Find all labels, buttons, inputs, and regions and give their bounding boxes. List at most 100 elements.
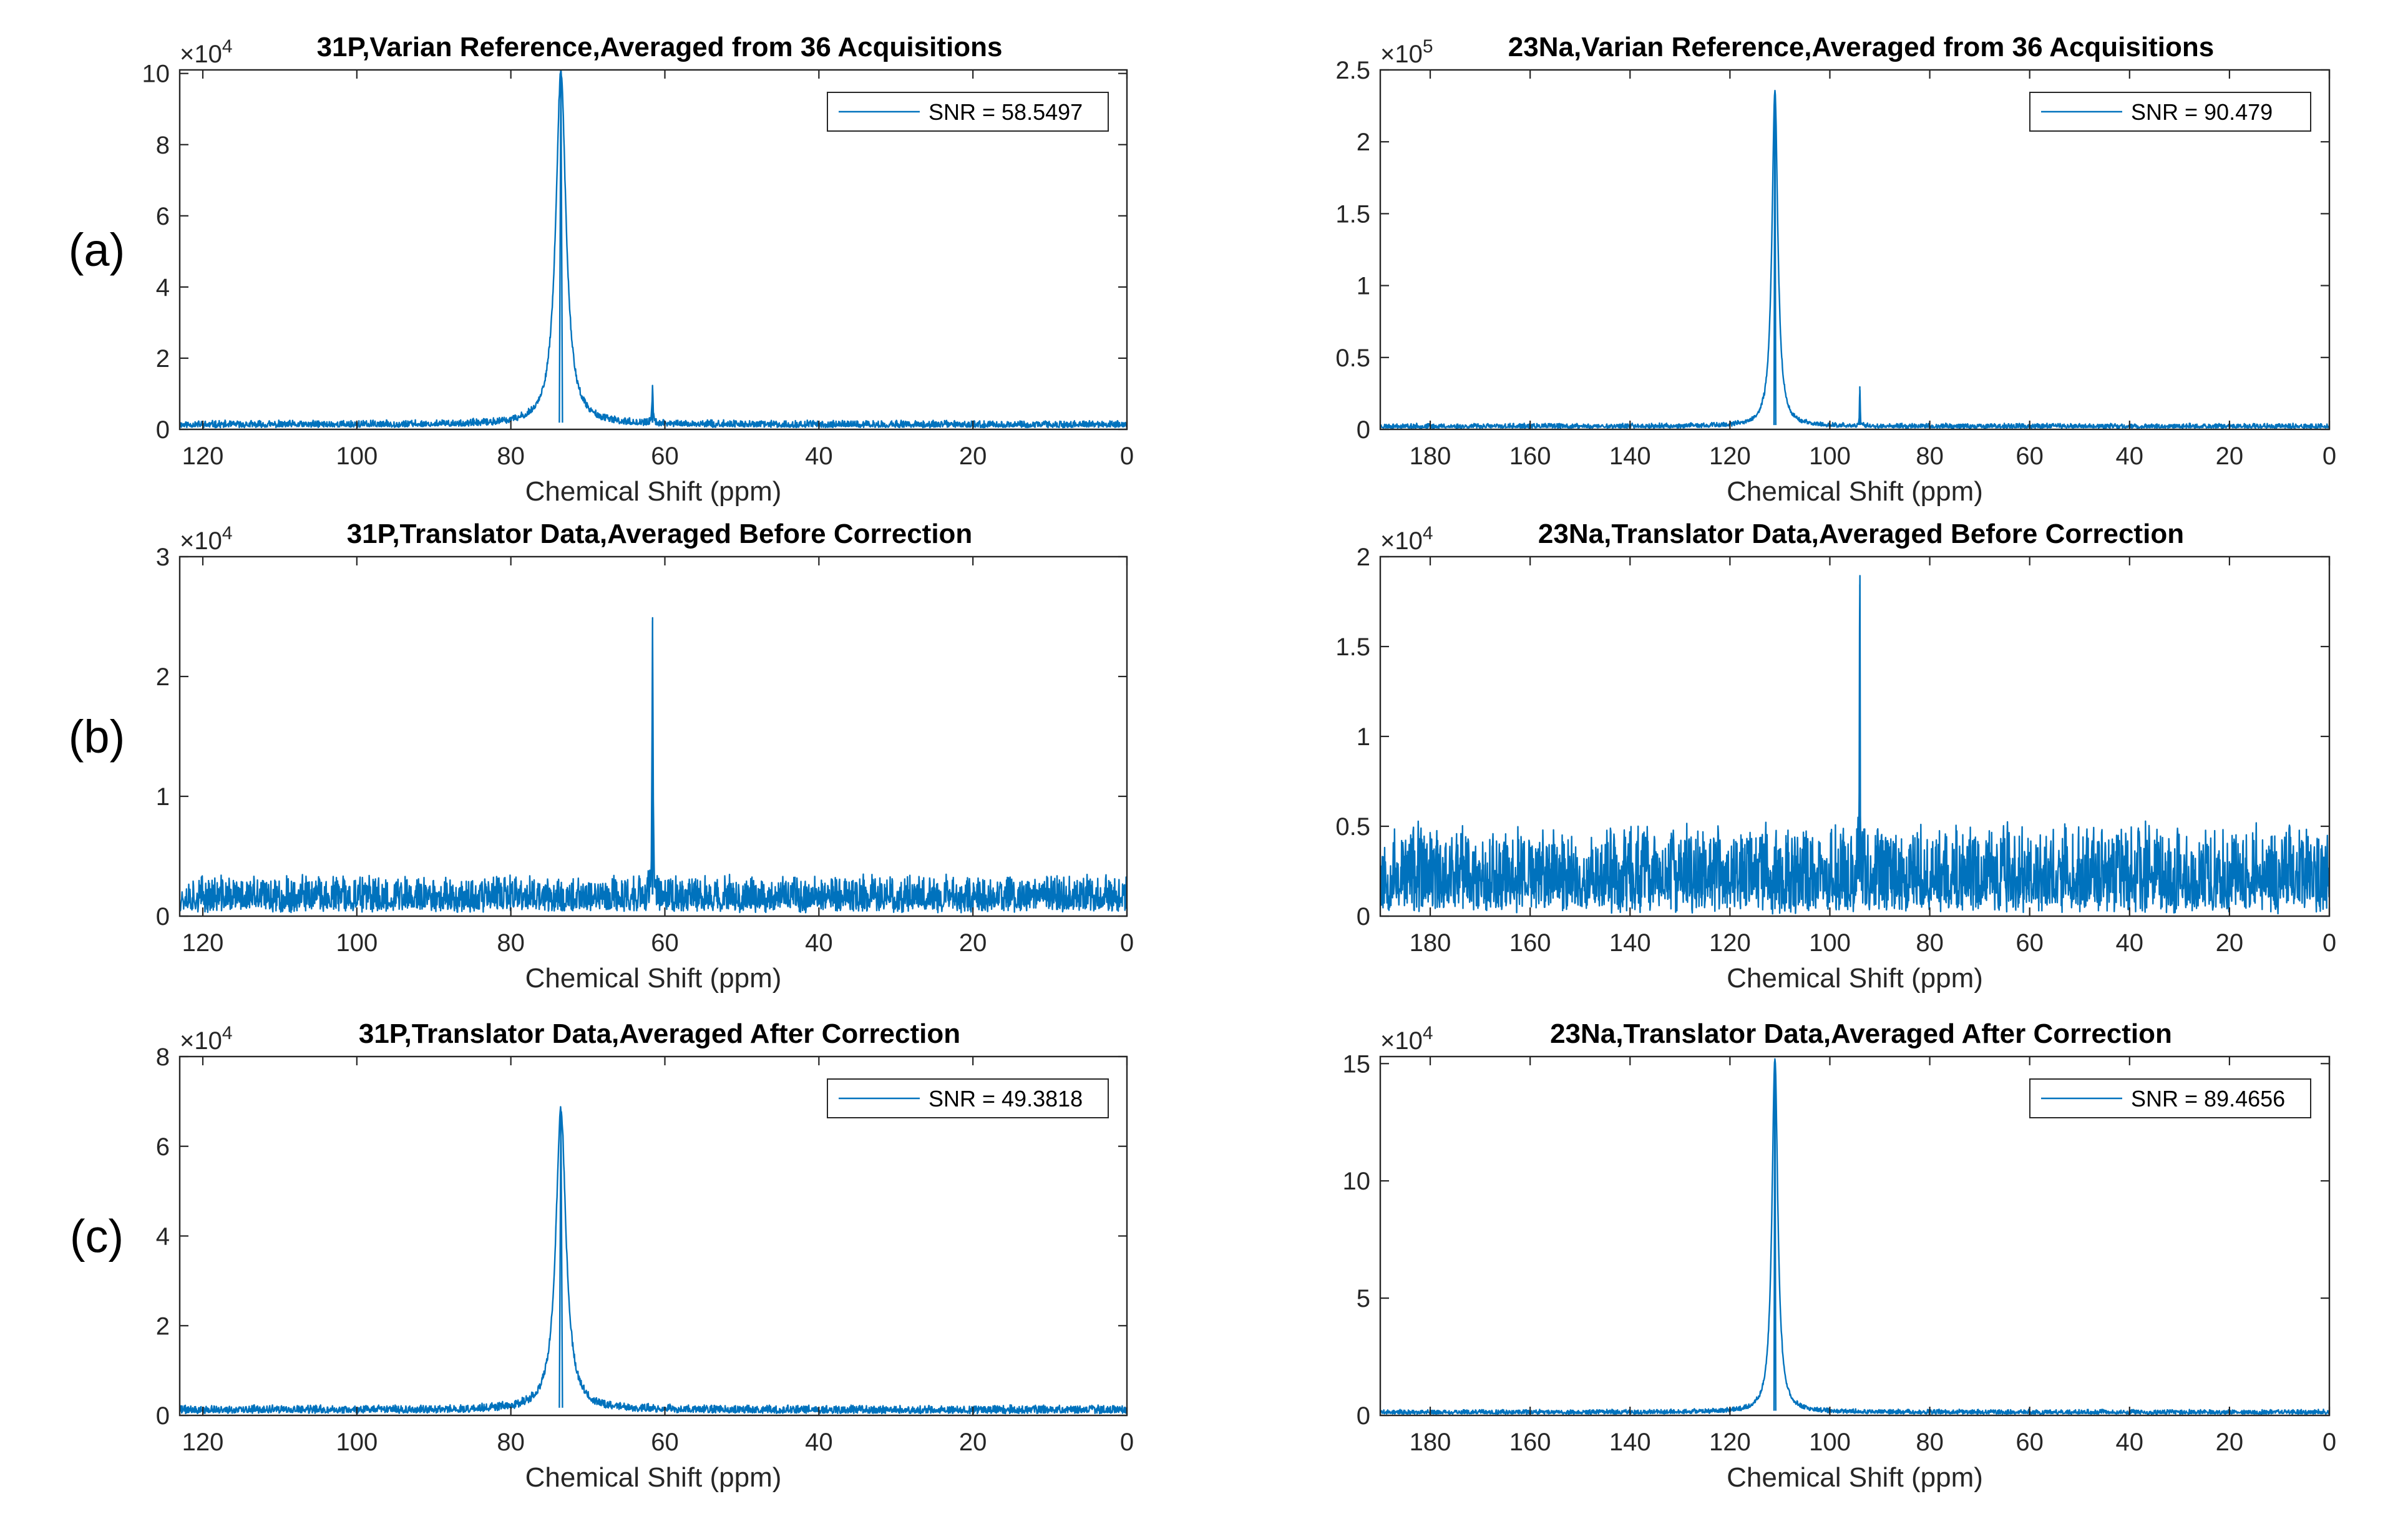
row-labels: (a) (b) (c) bbox=[69, 224, 125, 1263]
legend-label: SNR = 89.4656 bbox=[2131, 1086, 2285, 1111]
axes-box bbox=[1379, 69, 2331, 431]
x-tick-label: 40 bbox=[2116, 929, 2144, 957]
chart-title: 31P,Translator Data,Averaged After Corre… bbox=[359, 1018, 960, 1049]
x-tick-label: 180 bbox=[1410, 1429, 1451, 1456]
row-label-2: (b) bbox=[69, 711, 125, 763]
x-tick-label: 60 bbox=[2016, 1429, 2044, 1456]
legend: SNR = 89.4656 bbox=[2029, 1078, 2311, 1118]
spectrum-series bbox=[180, 1106, 1127, 1415]
row-label-1: (a) bbox=[69, 224, 125, 276]
x-tick-label: 20 bbox=[2216, 1429, 2244, 1456]
legend-label: SNR = 90.479 bbox=[2131, 99, 2273, 125]
chart-title: 23Na,Varian Reference,Averaged from 36 A… bbox=[1508, 32, 2214, 62]
legend: SNR = 90.479 bbox=[2029, 92, 2311, 132]
x-tick-label: 60 bbox=[651, 1429, 679, 1456]
y-tick-label: 8 bbox=[156, 132, 170, 159]
row-label-3: (c) bbox=[70, 1211, 124, 1263]
x-tick-label: 0 bbox=[2323, 442, 2336, 470]
y-tick-label: 0.5 bbox=[1335, 344, 1370, 372]
y-exponent-label: ×104 bbox=[180, 1023, 233, 1055]
x-tick-label: 160 bbox=[1509, 442, 1551, 470]
x-axis-label: Chemical Shift (ppm) bbox=[525, 476, 782, 507]
x-axis-label: Chemical Shift (ppm) bbox=[1727, 1462, 1983, 1493]
x-tick-label: 40 bbox=[805, 1429, 833, 1456]
x-tick-label: 20 bbox=[2216, 929, 2244, 957]
y-exponent-label: ×104 bbox=[1380, 1023, 1433, 1055]
x-tick-label: 0 bbox=[1120, 442, 1134, 470]
y-exponent-base: ×10 bbox=[1380, 1027, 1423, 1055]
y-exponent-power: 4 bbox=[222, 1023, 233, 1043]
x-tick-label: 160 bbox=[1509, 1429, 1551, 1456]
y-tick-label: 1.5 bbox=[1335, 200, 1370, 228]
y-tick-label: 1 bbox=[156, 783, 170, 811]
x-tick-label: 100 bbox=[336, 1429, 378, 1456]
x-tick-label: 20 bbox=[959, 929, 987, 957]
x-tick-label: 120 bbox=[182, 442, 224, 470]
x-tick-label: 120 bbox=[182, 1429, 224, 1456]
y-tick-label: 6 bbox=[156, 203, 170, 230]
x-tick-label: 20 bbox=[959, 1429, 987, 1456]
axes-box bbox=[178, 69, 1128, 431]
x-axis-label: Chemical Shift (ppm) bbox=[1727, 476, 1983, 507]
x-tick-label: 140 bbox=[1609, 929, 1651, 957]
x-tick-label: 100 bbox=[1809, 929, 1851, 957]
x-tick-label: 180 bbox=[1410, 442, 1451, 470]
spectrum-series bbox=[1380, 575, 2329, 915]
y-tick-label: 15 bbox=[1343, 1050, 1371, 1078]
y-exponent-base: ×10 bbox=[180, 41, 222, 68]
x-tick-label: 80 bbox=[1916, 929, 1944, 957]
chart-na23-after: 180 160 140 120 100 80 60 40 20 0 0 5 10 15 ×104 23Na,T… bbox=[1343, 1018, 2337, 1493]
y-tick-label: 2 bbox=[1357, 129, 1370, 156]
x-tick-label: 100 bbox=[336, 442, 378, 470]
x-tick-label: 80 bbox=[497, 929, 525, 957]
x-tick-label: 60 bbox=[651, 442, 679, 470]
y-tick-label: 1 bbox=[1357, 273, 1370, 300]
x-tick-label: 0 bbox=[2323, 1429, 2336, 1456]
x-tick-label: 60 bbox=[651, 929, 679, 957]
chart-na23-ref: 180 160 140 120 100 80 60 40 20 0 0 0.5 1 1.5 2 2.5 ×105… bbox=[1335, 32, 2336, 507]
legend-label: SNR = 49.3818 bbox=[929, 1086, 1083, 1111]
spectrum-series bbox=[180, 70, 1127, 429]
y-tick-label: 10 bbox=[142, 61, 170, 88]
y-exponent-base: ×10 bbox=[180, 1027, 222, 1055]
chart-p31-before: 120 100 80 60 40 20 0 0 1 2 3 ×104 31P,Translator Da… bbox=[156, 519, 1134, 994]
y-exponent-label: ×105 bbox=[1380, 36, 1433, 68]
y-tick-label: 6 bbox=[156, 1133, 170, 1161]
legend: SNR = 49.3818 bbox=[827, 1078, 1109, 1118]
x-tick-label: 80 bbox=[1916, 442, 1944, 470]
x-tick-label: 160 bbox=[1509, 929, 1551, 957]
y-exponent-power: 5 bbox=[1423, 36, 1433, 57]
y-tick-label: 3 bbox=[156, 544, 170, 571]
spectrum-series bbox=[1380, 1058, 2329, 1415]
x-tick-label: 40 bbox=[2116, 1429, 2144, 1456]
x-tick-label: 40 bbox=[2116, 442, 2144, 470]
x-axis-label: Chemical Shift (ppm) bbox=[525, 1462, 782, 1493]
x-tick-label: 100 bbox=[1809, 1429, 1851, 1456]
spectrum-series bbox=[1380, 89, 2329, 429]
y-exponent-power: 4 bbox=[1423, 523, 1433, 544]
y-exponent-label: ×104 bbox=[180, 523, 233, 555]
y-tick-label: 5 bbox=[1357, 1285, 1370, 1312]
chart-na23-before: 180 160 140 120 100 80 60 40 20 0 0 0.5 1 1.5 2 ×104 23N… bbox=[1335, 519, 2336, 994]
x-tick-label: 120 bbox=[1709, 929, 1751, 957]
spectrum-series bbox=[180, 617, 1127, 914]
y-tick-label: 2.5 bbox=[1335, 57, 1370, 84]
y-exponent-power: 4 bbox=[222, 523, 233, 544]
chart-title: 23Na,Translator Data,Averaged Before Cor… bbox=[1538, 519, 2184, 549]
y-tick-label: 2 bbox=[156, 663, 170, 691]
axes-box bbox=[1379, 1055, 2331, 1417]
x-tick-label: 40 bbox=[805, 929, 833, 957]
x-tick-label: 60 bbox=[2016, 929, 2044, 957]
y-tick-label: 0 bbox=[1357, 416, 1370, 444]
chart-title: 31P,Translator Data,Averaged Before Corr… bbox=[347, 519, 973, 549]
x-axis-label: Chemical Shift (ppm) bbox=[525, 963, 782, 994]
y-tick-label: 1 bbox=[1357, 723, 1370, 751]
y-exponent-label: ×104 bbox=[180, 36, 233, 68]
y-tick-label: 2 bbox=[156, 345, 170, 373]
x-tick-label: 0 bbox=[2323, 929, 2336, 957]
x-tick-label: 140 bbox=[1609, 442, 1651, 470]
